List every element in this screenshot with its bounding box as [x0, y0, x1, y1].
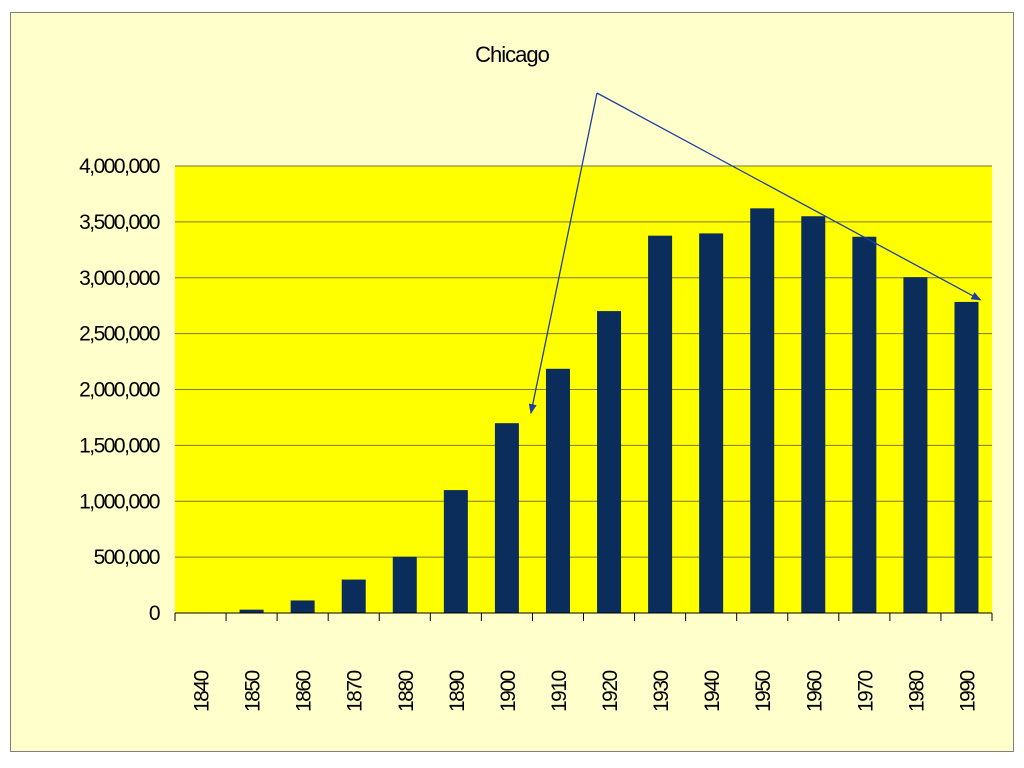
x-tick-label: 1860 — [293, 670, 316, 712]
x-tick-label: 1950 — [752, 670, 775, 712]
bar — [954, 301, 979, 613]
y-tick-label: 2,500,000 — [79, 323, 160, 346]
x-tick-labels: 1840 1850 1860 1870 1880 1890 1900 1910 1920 1930… — [191, 670, 980, 712]
bar — [392, 556, 417, 613]
x-tick-label: 1980 — [905, 670, 928, 712]
y-tick-label: 3,500,000 — [79, 211, 160, 234]
bar — [852, 236, 877, 613]
y-tick-label: 2,000,000 — [79, 379, 160, 402]
y-tick-label: 1,000,000 — [79, 490, 160, 513]
axes — [174, 612, 993, 621]
chart-title: Chicago — [475, 42, 550, 67]
x-tick-label: 1930 — [650, 670, 673, 712]
y-tick-label: 3,000,000 — [79, 267, 160, 290]
x-tick-label: 1960 — [803, 670, 826, 712]
y-tick-labels: 0 500,000 1,000,000 1,500,000 2,000,000 2,500… — [79, 155, 161, 625]
bar — [290, 600, 315, 613]
y-tick-label: 500,000 — [94, 546, 160, 569]
y-tick-label: 1,500,000 — [79, 434, 160, 457]
bar — [801, 216, 826, 613]
x-tick-label: 1940 — [701, 670, 724, 712]
x-tick-label: 1910 — [548, 670, 571, 712]
x-tick-label: 1870 — [344, 670, 367, 712]
bar — [597, 311, 622, 613]
bar — [750, 208, 775, 614]
x-tick-label: 1840 — [191, 670, 214, 712]
bar — [494, 423, 519, 613]
x-tick-label: 1900 — [497, 670, 520, 712]
x-tick-label: 1970 — [854, 670, 877, 712]
x-tick-label: 1880 — [395, 670, 418, 712]
annotation-arrows — [528, 92, 982, 415]
bar — [341, 579, 366, 613]
y-tick-label: 0 — [149, 602, 160, 625]
bar — [443, 490, 468, 613]
bar — [699, 233, 724, 613]
bar — [239, 609, 264, 613]
x-tick-label: 1890 — [446, 670, 469, 712]
annotation-arrow — [528, 92, 598, 415]
x-tick-label: 1920 — [599, 670, 622, 712]
bar — [648, 235, 673, 614]
bars — [188, 208, 979, 614]
bar — [903, 277, 928, 613]
annotation-arrow — [596, 92, 982, 301]
y-tick-label: 4,000,000 — [79, 155, 160, 178]
bar — [545, 368, 570, 613]
x-tick-label: 1990 — [956, 670, 979, 712]
x-tick-label: 1850 — [242, 670, 265, 712]
